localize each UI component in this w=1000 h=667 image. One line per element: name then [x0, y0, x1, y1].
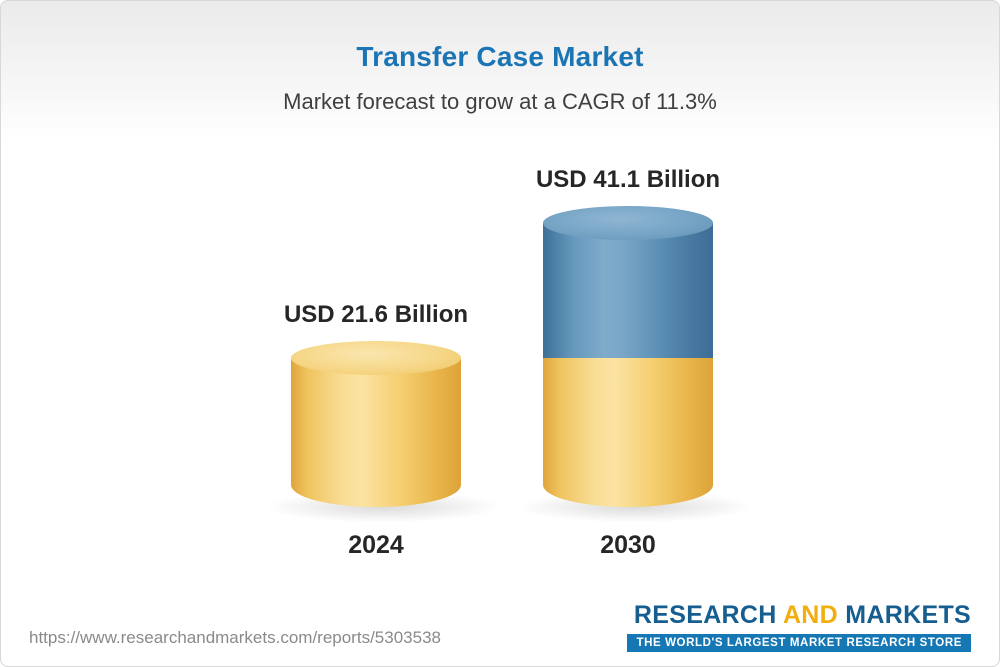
- report-url[interactable]: https://www.researchandmarkets.com/repor…: [29, 628, 441, 647]
- chart-header: Transfer Case Market Market forecast to …: [1, 1, 999, 115]
- page-title: Transfer Case Market: [356, 41, 644, 72]
- axis-label-2030: 2030: [600, 531, 656, 559]
- logo-word-and: AND: [782, 601, 839, 629]
- value-label-2024: USD 21.6 Billion: [283, 300, 469, 328]
- bar-2030-cap: [543, 206, 713, 241]
- bar-2024: [261, 340, 506, 523]
- researchandmarkets-logo: RESEARCH AND MARKETS THE WORLD'S LARGEST…: [626, 601, 972, 652]
- bar-2030-base-segment: [543, 357, 713, 507]
- page-subtitle: Market forecast to grow at a CAGR of 11.…: [283, 89, 717, 114]
- axis-label-2024: 2024: [348, 531, 404, 559]
- bar-2024-cap: [291, 340, 461, 375]
- bar-2030-growth-segment: [543, 223, 713, 358]
- logo-word-markets: MARKETS: [845, 601, 971, 629]
- value-label-2030: USD 41.1 Billion: [535, 166, 721, 194]
- bar-2030: [513, 206, 758, 523]
- bar-2024-body: [291, 357, 461, 507]
- logo-wordmark: RESEARCH AND MARKETS: [627, 601, 972, 630]
- logo-tagline: THE WORLD'S LARGEST MARKET RESEARCH STOR…: [626, 634, 971, 652]
- logo-word-research: RESEARCH: [633, 601, 777, 629]
